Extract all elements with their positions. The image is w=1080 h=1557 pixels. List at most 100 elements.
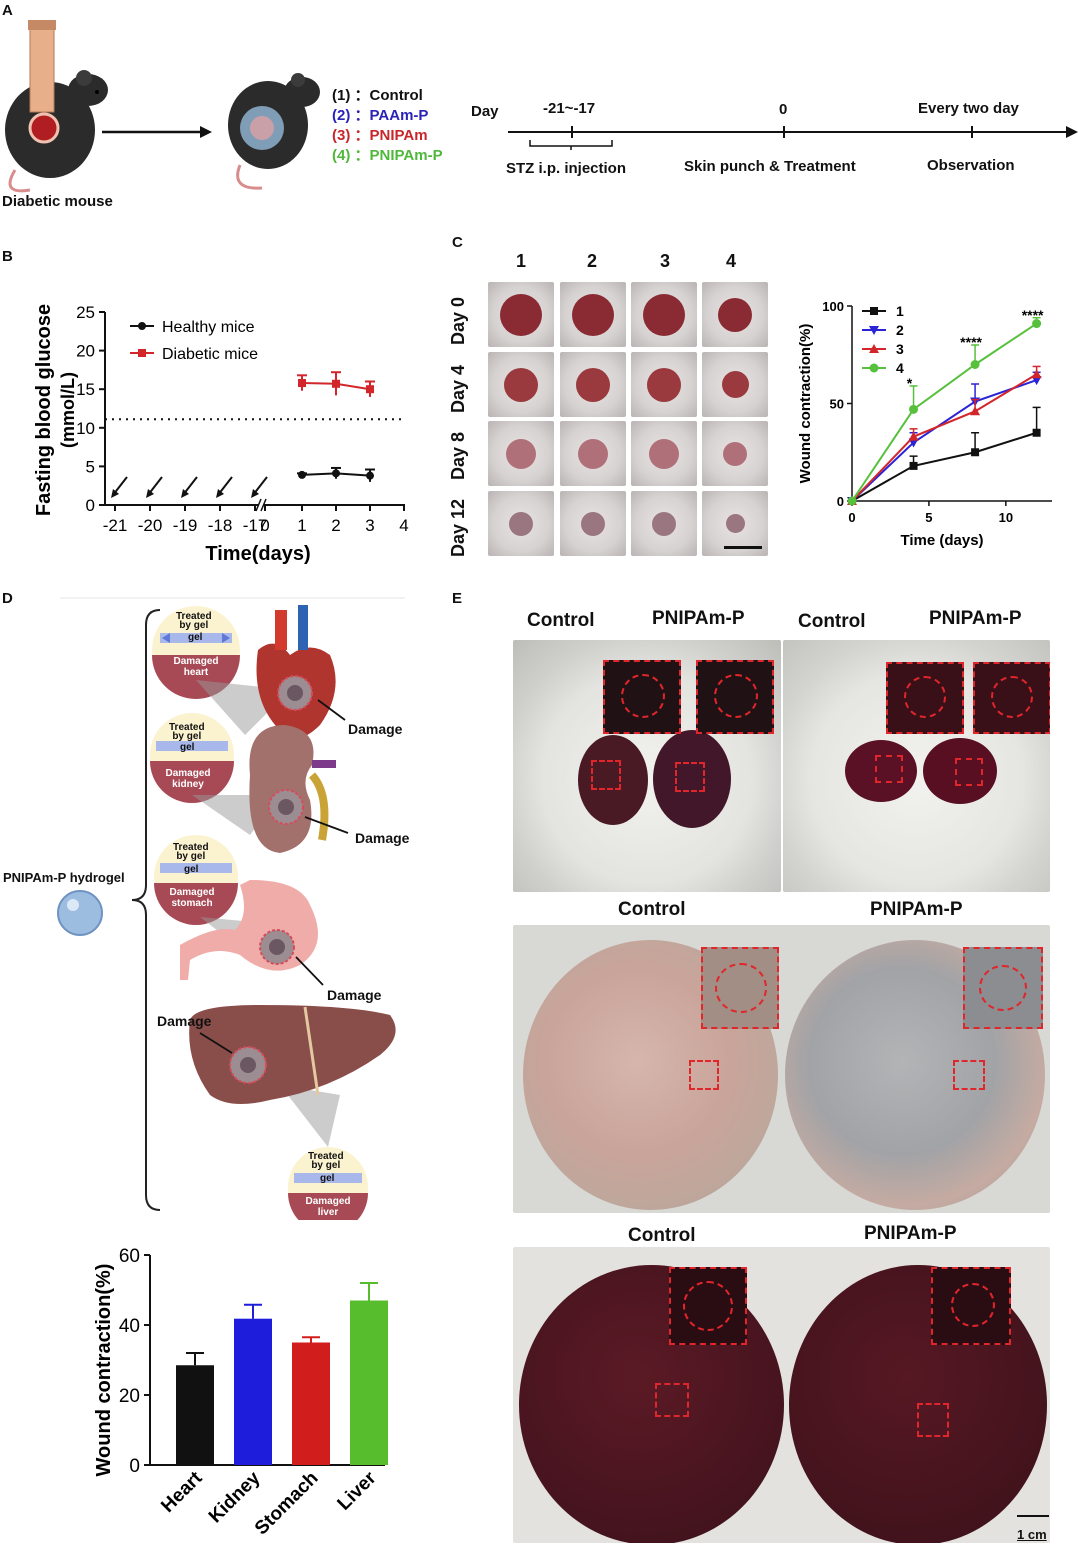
group-sep: ： [354,87,370,104]
wound-photo [560,352,626,417]
e-label-pnipam-p: PNIPAm-P [864,1223,957,1244]
heart-photo [513,640,781,892]
axis-break [260,498,267,512]
wound-area [725,514,745,533]
heart-organ-control [578,735,648,825]
bar [234,1318,272,1465]
data-point [971,448,980,457]
wound-area [500,293,542,336]
badge-treated-label: Treated by gel [308,1152,344,1171]
wound-area [581,511,605,536]
group-name: Control [369,87,423,104]
data-point [970,360,980,369]
badge-gel-label: gel [320,1173,335,1184]
y-tick-label: 20 [76,342,95,361]
wound-box [675,762,705,792]
x-tick-label: -17 [243,516,268,535]
data-point [298,470,306,479]
kidney-photo [783,640,1050,892]
zoom-inset [669,1267,747,1345]
y-tick-label: 40 [119,1316,140,1337]
wound-photo [702,282,768,347]
y-tick-label: 10 [76,419,95,438]
wound-photo [702,352,768,417]
scale-bar [1017,1515,1049,1517]
x-tick-label: 10 [999,510,1013,525]
data-point [908,431,919,441]
e-label-pnipam-p: PNIPAm-P [652,608,745,629]
x-tick-label: -21 [103,516,128,535]
zoom-inset [696,660,774,734]
legend-marker [870,307,878,315]
wound-box [875,755,903,783]
wound-photo-grid [488,282,768,556]
diabetic-mouse-label: Diabetic mouse [2,193,113,210]
panel-letter-a: A [2,2,13,19]
damage-label: Damage [355,830,410,846]
legend-marker [869,363,879,373]
group-item: (1) ：Control [332,86,443,106]
legend-marker [138,322,146,330]
wound-photo [488,421,554,486]
hydrogel-label: PNIPAm-P hydrogel [3,870,125,885]
wound-box [953,1060,985,1090]
wound-area [647,367,681,402]
badge-gel-label: gel [188,632,203,643]
e-label-pnipam-p: PNIPAm-P [870,899,963,920]
x-tick-label: 0 [260,516,269,535]
wound-photo [631,282,697,347]
y-tick-label: 0 [129,1456,140,1477]
series-line [851,431,1037,502]
damaged-liver-label: Damaged liver [305,1196,351,1218]
wound-photo [702,491,768,556]
data-point [908,438,919,448]
legend-label: 1 [896,303,904,319]
y-axis-label: Fasting blood glucose [33,304,55,516]
x-tick-label: -19 [173,516,198,535]
panel-letter-b: B [2,248,13,265]
wound-box [955,758,983,786]
panel-letter-d: D [2,590,13,607]
damaged-stomach-label: Damaged stomach [169,887,215,909]
wound-area [578,438,608,469]
data-point [332,379,340,388]
col-label: 4 [726,251,737,271]
e-label-control: Control [618,899,686,920]
e-label-control: Control [628,1225,696,1246]
wound-area [721,371,749,398]
group-sep: ： [354,127,370,144]
wound-box [591,760,621,790]
wound-photo [631,421,697,486]
scale-label: 1 cm [1017,1527,1047,1542]
significance-label: **** [960,334,982,350]
x-tick-label: 4 [399,516,408,535]
organ-schematic [57,597,405,1220]
by-gel-text: by gel [176,851,206,862]
wound-box [917,1403,949,1437]
data-point [847,496,857,506]
zoom-inset [603,660,681,734]
y-tick-label: 50 [830,397,844,412]
x-tick-label: 5 [925,510,932,525]
timeline-t2: 0 [779,101,788,118]
wound-photo [488,491,554,556]
zoom-inset [701,947,779,1029]
group-sep: ： [354,107,370,124]
wound-photo [631,491,697,556]
badge-treated-label: Treated by gel [169,722,205,742]
wound-area [649,438,679,469]
wound-photo [702,421,768,486]
by-gel-text: by gel [172,731,202,742]
row-label: Day 8 [448,431,468,480]
axis-break [255,498,262,512]
data-point [1032,319,1042,329]
legend-marker [869,344,879,353]
wound-area [506,438,536,469]
wound-area [652,511,676,536]
y-tick-label: 0 [837,494,844,509]
timeline-e3: Observation [927,157,1015,174]
kidney-organ-control [845,740,917,802]
data-point [909,461,918,470]
treated-text: Treated [169,722,205,733]
timeline-axis [508,126,1078,150]
